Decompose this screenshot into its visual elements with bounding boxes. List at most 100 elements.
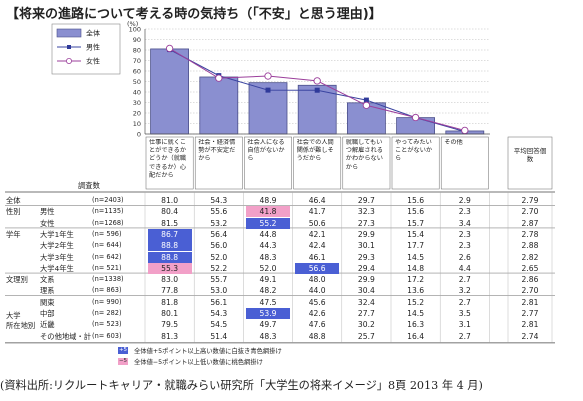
avg-header-box: [507, 136, 553, 190]
table-cell: 32.4: [357, 297, 375, 307]
table-cell: 56.6: [295, 262, 340, 274]
row-n: (n= 644): [92, 241, 122, 250]
table-cell: 3.2: [458, 286, 471, 296]
table-cell: 32.3: [357, 207, 375, 217]
y-tick-label: 50: [133, 78, 141, 86]
highlight-legend-text: 全体値+5ポイント以上高い数値に白抜き青色網掛け: [134, 347, 282, 355]
table-cell: 48.0: [308, 275, 326, 285]
table-cell: 55.2: [246, 217, 290, 229]
legend-marker: [67, 45, 71, 49]
table-cell: 42.6: [308, 309, 326, 318]
y-tick-label: 20: [133, 109, 141, 117]
table-cell: 81.5: [161, 218, 179, 228]
table-cell: 50.6: [308, 218, 326, 228]
row-label: 大学3年生: [40, 252, 74, 262]
table-cell: 2.3: [458, 241, 471, 251]
avg-cell: 2.82: [521, 252, 539, 262]
row-n: (n=1135): [92, 207, 124, 216]
point-circle: [165, 44, 174, 53]
table-cell: 56.4: [210, 229, 228, 239]
table-cell: 80.4: [161, 207, 179, 217]
table-cell: 29.4: [357, 263, 375, 273]
legend-label: 男性: [86, 43, 100, 52]
category-box-3: [293, 136, 342, 190]
table-cell: 14.5: [407, 309, 425, 318]
bar-0: [150, 48, 190, 135]
table-cell: 56.1: [210, 297, 228, 307]
row-n: (n=1268): [92, 218, 124, 227]
table-cell: 15.4: [407, 229, 425, 239]
table-cell: 2.3: [458, 229, 471, 239]
group-label: 文理別: [6, 275, 28, 285]
table-cell: 2.7: [458, 297, 471, 307]
table-cell: 41.8: [246, 206, 290, 218]
table-cell: 17.2: [407, 275, 425, 285]
category-box-2: [244, 136, 292, 190]
category-label: 社会での人間関係が難しそうだから: [296, 139, 334, 163]
table-cell: 41.7: [308, 207, 326, 217]
point-square: [265, 87, 271, 93]
row-n: (n=2403): [92, 196, 124, 204]
category-label: やってみたいことがないから: [395, 139, 433, 163]
table-cell: 54.3: [210, 196, 228, 205]
table-cell: 81.0: [161, 196, 179, 205]
table-cell: 88.8: [147, 251, 192, 263]
avg-cell: 2.77: [521, 309, 539, 318]
category-box-0: [145, 136, 194, 190]
table-cell: 53.9: [246, 308, 290, 319]
legend-swatch-bar: [56, 28, 82, 38]
chart-title: 【将来の進路について考える時の気持ち（「不安」と思う理由)】: [6, 7, 382, 22]
table-cell: 48.8: [308, 331, 326, 341]
table-cell: 83.0: [161, 275, 179, 285]
table-cell: 48.3: [259, 331, 277, 341]
avg-cell: 2.87: [521, 218, 539, 228]
avg-cell: 2.88: [521, 241, 539, 251]
highlight-legend-swatch: +5: [118, 346, 128, 354]
avg-cell: 2.78: [521, 229, 539, 239]
table-cell: 53.2: [210, 218, 228, 228]
category-label: 社会人になる自信がないから: [247, 139, 285, 163]
table-cell: 30.1: [357, 241, 375, 251]
avg-header: 平均回答個数: [513, 147, 547, 163]
legend-label: 女性: [86, 57, 100, 66]
row-label: 男性: [40, 207, 55, 217]
table-cell: 30.4: [357, 286, 375, 296]
table-cell: 55.3: [147, 262, 192, 274]
row-label: 大学2年生: [40, 241, 74, 251]
table-cell: 52.0: [259, 263, 277, 273]
table-cell: 88.8: [147, 240, 192, 252]
category-label: 仕事に就くことができるかどうか（就職できるか）心配だから: [149, 139, 187, 179]
table-cell: 49.7: [259, 320, 277, 330]
table-cell: 16.3: [407, 320, 425, 330]
table-cell: 2.7: [458, 331, 471, 341]
row-n: (n= 642): [92, 252, 122, 261]
table-cell: 86.7: [147, 228, 192, 240]
y-tick-label: 70: [133, 57, 141, 65]
avg-cell: 2.81: [521, 320, 539, 330]
table-cell: 44.0: [308, 286, 326, 296]
table-cell: 29.7: [357, 196, 375, 205]
table-cell: 17.7: [407, 241, 425, 251]
row-n: (n= 523): [92, 320, 122, 329]
point-circle: [411, 113, 420, 122]
table-cell: 15.6: [407, 207, 425, 217]
avg-cell: 2.70: [521, 207, 539, 217]
table-cell: 54.3: [210, 309, 228, 318]
table-cell: 46.4: [308, 196, 326, 205]
highlight-legend-text: 全体値−5ポイント以上低い数値に桃色網掛け: [134, 358, 263, 366]
table-cell: 53.0: [210, 286, 228, 296]
table-cell: 2.7: [458, 275, 471, 285]
row-label: 大学4年生: [40, 263, 74, 273]
group-label: 性別: [6, 207, 21, 217]
table-cell: 16.4: [407, 331, 425, 341]
point-circle: [362, 101, 371, 109]
table-cell: 77.8: [161, 286, 179, 296]
table-cell: 81.8: [161, 297, 179, 307]
table-cell: 52.2: [210, 263, 228, 273]
table-cell: 49.1: [259, 275, 277, 285]
table-cell: 29.9: [357, 275, 375, 285]
table-cell: 44.8: [259, 229, 277, 239]
table-cell: 42.4: [308, 241, 326, 251]
source-note: (資料出所:リクルートキャリア・就職みらい研究所「大学生の将来イメージ」8頁 2…: [0, 379, 483, 392]
